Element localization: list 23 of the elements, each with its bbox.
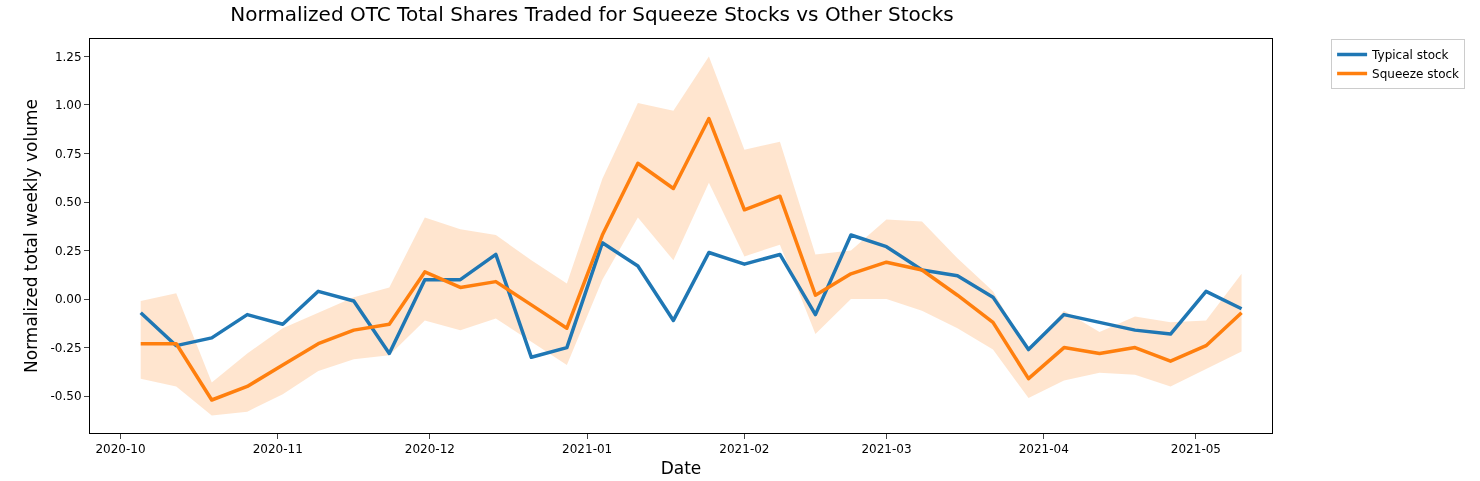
legend-label: Squeeze stock bbox=[1372, 67, 1460, 82]
y-tick-label: 0.75 bbox=[54, 146, 82, 161]
x-tick-label: 2020-11 bbox=[252, 442, 303, 457]
y-axis-title: Normalized total weekly volume bbox=[21, 99, 42, 373]
y-tick-label: -0.25 bbox=[50, 340, 82, 355]
y-tick-label: 0.50 bbox=[54, 195, 82, 210]
y-tick-label: 0.00 bbox=[54, 292, 82, 307]
legend-label: Typical stock bbox=[1371, 48, 1449, 63]
x-tick-label: 2021-02 bbox=[719, 442, 770, 457]
y-tick-label: 1.25 bbox=[54, 49, 82, 64]
line-series bbox=[138, 233, 1244, 360]
y-tick-label: 0.25 bbox=[54, 243, 82, 258]
x-tick-label: 2021-04 bbox=[1018, 442, 1069, 457]
y-tick-label: -0.50 bbox=[50, 389, 82, 404]
x-axis-title: Date bbox=[660, 457, 702, 478]
x-tick-label: 2021-05 bbox=[1170, 442, 1221, 457]
x-tick-label: 2020-10 bbox=[95, 442, 146, 457]
chart-title: Normalized OTC Total Shares Traded for Squeeze Stocks vs Other Stocks bbox=[230, 2, 954, 27]
x-tick-label: 2021-03 bbox=[861, 442, 912, 457]
x-tick-label: 2020-12 bbox=[404, 442, 455, 457]
line-series bbox=[138, 116, 1244, 402]
y-tick-label: 1.00 bbox=[54, 98, 82, 113]
x-tick-label: 2021-01 bbox=[562, 442, 613, 457]
